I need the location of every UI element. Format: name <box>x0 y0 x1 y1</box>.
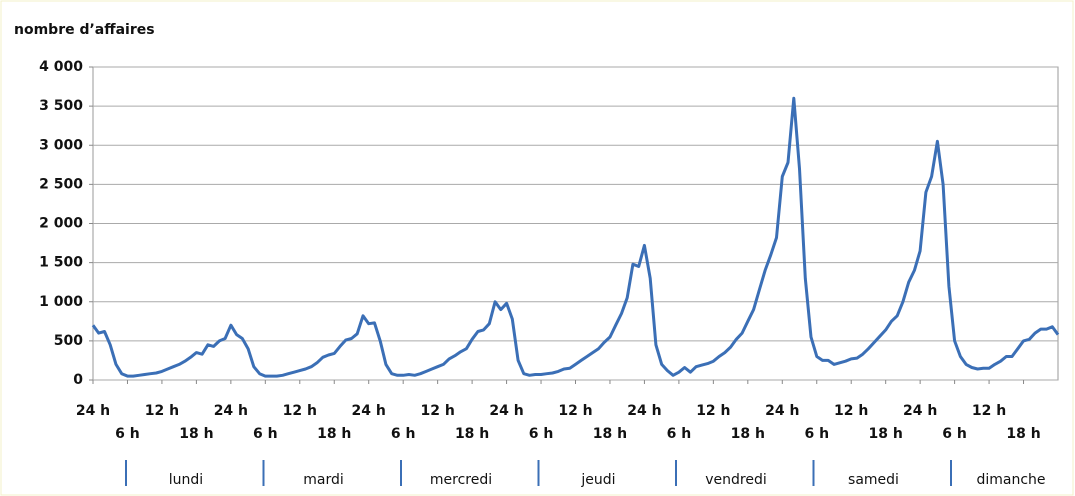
x-tick-label: 6 h <box>804 426 829 442</box>
x-tick-label: 18 h <box>1006 426 1040 442</box>
day-label: mercredi <box>430 472 492 488</box>
x-tick-label: 24 h <box>489 403 523 419</box>
y-tick-label: 2 000 <box>39 216 83 232</box>
x-tick-label: 18 h <box>455 426 489 442</box>
day-label: vendredi <box>705 472 767 488</box>
y-tick-label: 3 000 <box>39 137 83 153</box>
y-tick-label: 1 500 <box>39 255 83 271</box>
y-tick-label: 2 500 <box>39 176 83 192</box>
x-tick-label: 6 h <box>115 426 140 442</box>
x-tick-label: 18 h <box>869 426 903 442</box>
line <box>91 96 1060 378</box>
x-tick-label: 24 h <box>765 403 799 419</box>
x-tick-label: 12 h <box>696 403 730 419</box>
x-tick-label: 12 h <box>558 403 592 419</box>
y-tick-label: 500 <box>54 333 83 349</box>
x-tick-label: 6 h <box>667 426 692 442</box>
x-tick-label: 6 h <box>253 426 278 442</box>
x-tick-label: 24 h <box>352 403 386 419</box>
day-label: dimanche <box>976 472 1045 488</box>
x-tick-label: 12 h <box>145 403 179 419</box>
x-tick-label: 24 h <box>903 403 937 419</box>
x-tick-label: 24 h <box>76 403 110 419</box>
x-tick-label: 18 h <box>179 426 213 442</box>
x-tick-label: 12 h <box>834 403 868 419</box>
x-tick-label: 12 h <box>420 403 454 419</box>
y-axis-title: nombre d’affaires <box>14 22 155 38</box>
y-tick-label: 1 000 <box>39 294 83 310</box>
x-tick-label: 24 h <box>214 403 248 419</box>
x-tick-label: 18 h <box>731 426 765 442</box>
y-tick-label: 0 <box>73 372 83 388</box>
x-tick-label: 24 h <box>627 403 661 419</box>
x-tick-label: 12 h <box>972 403 1006 419</box>
day-label: samedi <box>848 472 899 488</box>
x-tick-label: 12 h <box>283 403 317 419</box>
y-tick-label: 3 500 <box>39 98 83 114</box>
day-label: jeudi <box>580 472 615 488</box>
y-tick-label: 4 000 <box>39 59 83 75</box>
day-label: mardi <box>303 472 344 488</box>
x-tick-label: 6 h <box>529 426 554 442</box>
x-tick-label: 18 h <box>317 426 351 442</box>
x-tick-label: 18 h <box>593 426 627 442</box>
x-tick-label: 6 h <box>942 426 967 442</box>
x-tick-label: 6 h <box>391 426 416 442</box>
day-label: lundi <box>169 472 203 488</box>
